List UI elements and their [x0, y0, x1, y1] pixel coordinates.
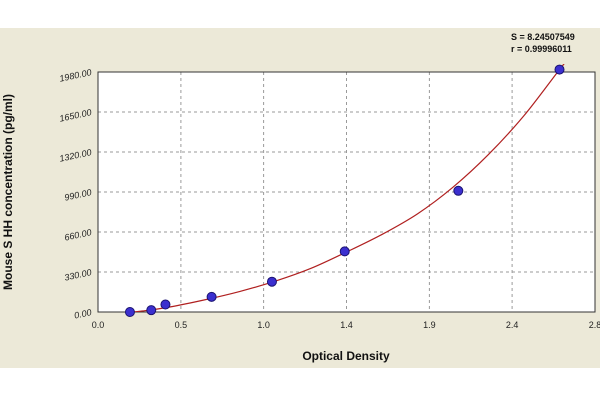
x-tick-label: 2.4 — [506, 320, 519, 330]
data-point — [160, 299, 171, 310]
x-tick-label: 1.4 — [340, 320, 353, 330]
x-tick-label: 2.8 — [589, 320, 600, 330]
data-points — [124, 64, 565, 317]
data-point — [124, 307, 135, 317]
stat-r: r = 0.99996011 — [511, 44, 572, 54]
data-point — [146, 305, 157, 316]
data-point — [453, 185, 464, 196]
x-axis-title: Optical Density — [302, 349, 390, 363]
plot-area-frame — [97, 71, 596, 313]
grid-lines — [98, 72, 595, 312]
y-axis-title: Mouse S HH concentration (pg/ml) — [1, 94, 15, 290]
x-tick-label: 1.0 — [257, 320, 270, 330]
y-tick-label: 1650.00 — [59, 107, 93, 124]
x-tick-label: 0.5 — [175, 320, 188, 330]
y-tick-label: 0.00 — [73, 307, 92, 320]
data-point — [206, 291, 217, 302]
y-tick-labels: 0.00 330.00 660.00 990.00 1320.00 1650.00 1980… — [59, 67, 93, 320]
x-tick-labels: 0.0 0.5 1.0 1.4 1.9 2.4 2.8 — [92, 320, 600, 330]
y-tick-label: 990.00 — [63, 187, 92, 203]
y-tick-label: 660.00 — [63, 227, 92, 243]
y-tick-label: 330.00 — [63, 267, 92, 283]
data-point — [339, 246, 350, 257]
y-tick-label: 1320.00 — [59, 147, 93, 164]
data-point — [554, 64, 565, 75]
data-point — [266, 276, 277, 287]
stat-s: S = 8.24507549 — [511, 32, 575, 42]
x-tick-label: 1.9 — [423, 320, 436, 330]
x-tick-label: 0.0 — [92, 320, 105, 330]
y-tick-label: 1980.00 — [59, 67, 93, 84]
